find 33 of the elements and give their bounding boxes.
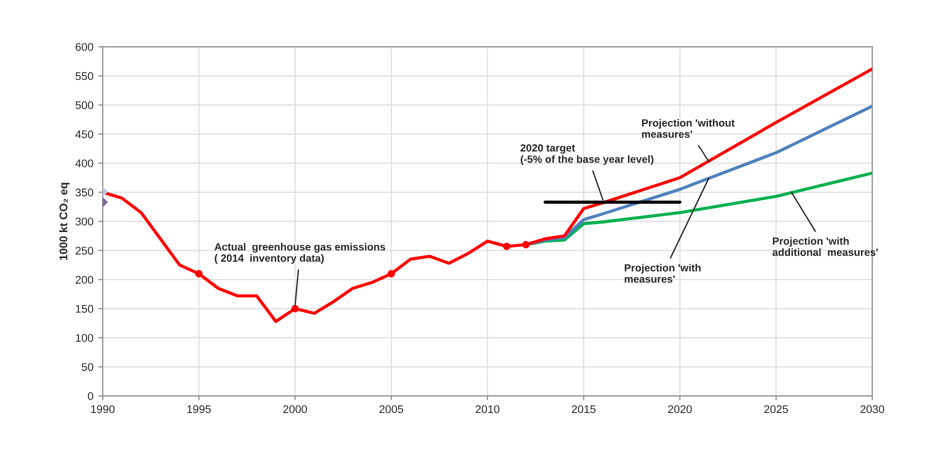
x-tick-label: 1995 bbox=[187, 405, 211, 414]
y-tick-label: 300 bbox=[76, 218, 94, 226]
x-tick-label: 1990 bbox=[91, 405, 115, 414]
point bbox=[388, 270, 395, 278]
annotation: Projection 'without measures' bbox=[642, 118, 735, 138]
annotation: Projection 'with measures' bbox=[624, 264, 701, 283]
annotation: Projection 'with additional measures' bbox=[772, 237, 878, 256]
y-tick-label: 400 bbox=[75, 159, 94, 168]
point bbox=[195, 270, 203, 278]
y-tick-label: 250 bbox=[76, 246, 94, 255]
x-tick-label: 2025 bbox=[764, 405, 788, 414]
x-tick-label: 2030 bbox=[860, 405, 884, 414]
y-tick-label: 0 bbox=[88, 392, 94, 400]
x-tick-label: 2010 bbox=[476, 405, 500, 414]
annotation: 2020 target (-5% of the base year level) bbox=[520, 144, 654, 165]
y-tick-label: 600 bbox=[76, 43, 94, 51]
point bbox=[503, 242, 510, 250]
y-tick-label: 150 bbox=[76, 304, 94, 313]
y-axis-title: 1000 kt CO₂ eq bbox=[59, 182, 70, 260]
x-tick-label: 2005 bbox=[379, 405, 404, 414]
x-tick-label: 2000 bbox=[283, 405, 307, 414]
point bbox=[522, 240, 530, 248]
x-tick-label: 2020 bbox=[668, 405, 692, 414]
point bbox=[291, 304, 299, 312]
y-tick-label: 100 bbox=[76, 334, 94, 342]
y-tick-label: 50 bbox=[82, 363, 94, 371]
x-tick-label: 2015 bbox=[572, 405, 596, 414]
y-tick-label: 500 bbox=[76, 101, 94, 110]
y-tick-label: 200 bbox=[76, 276, 94, 284]
y-tick-label: 550 bbox=[76, 72, 94, 80]
annotation: Actual greenhouse gas emissions ( 2014 inventory data) bbox=[214, 242, 386, 264]
y-tick-label: 450 bbox=[75, 130, 94, 138]
y-tick-label: 350 bbox=[76, 188, 94, 196]
